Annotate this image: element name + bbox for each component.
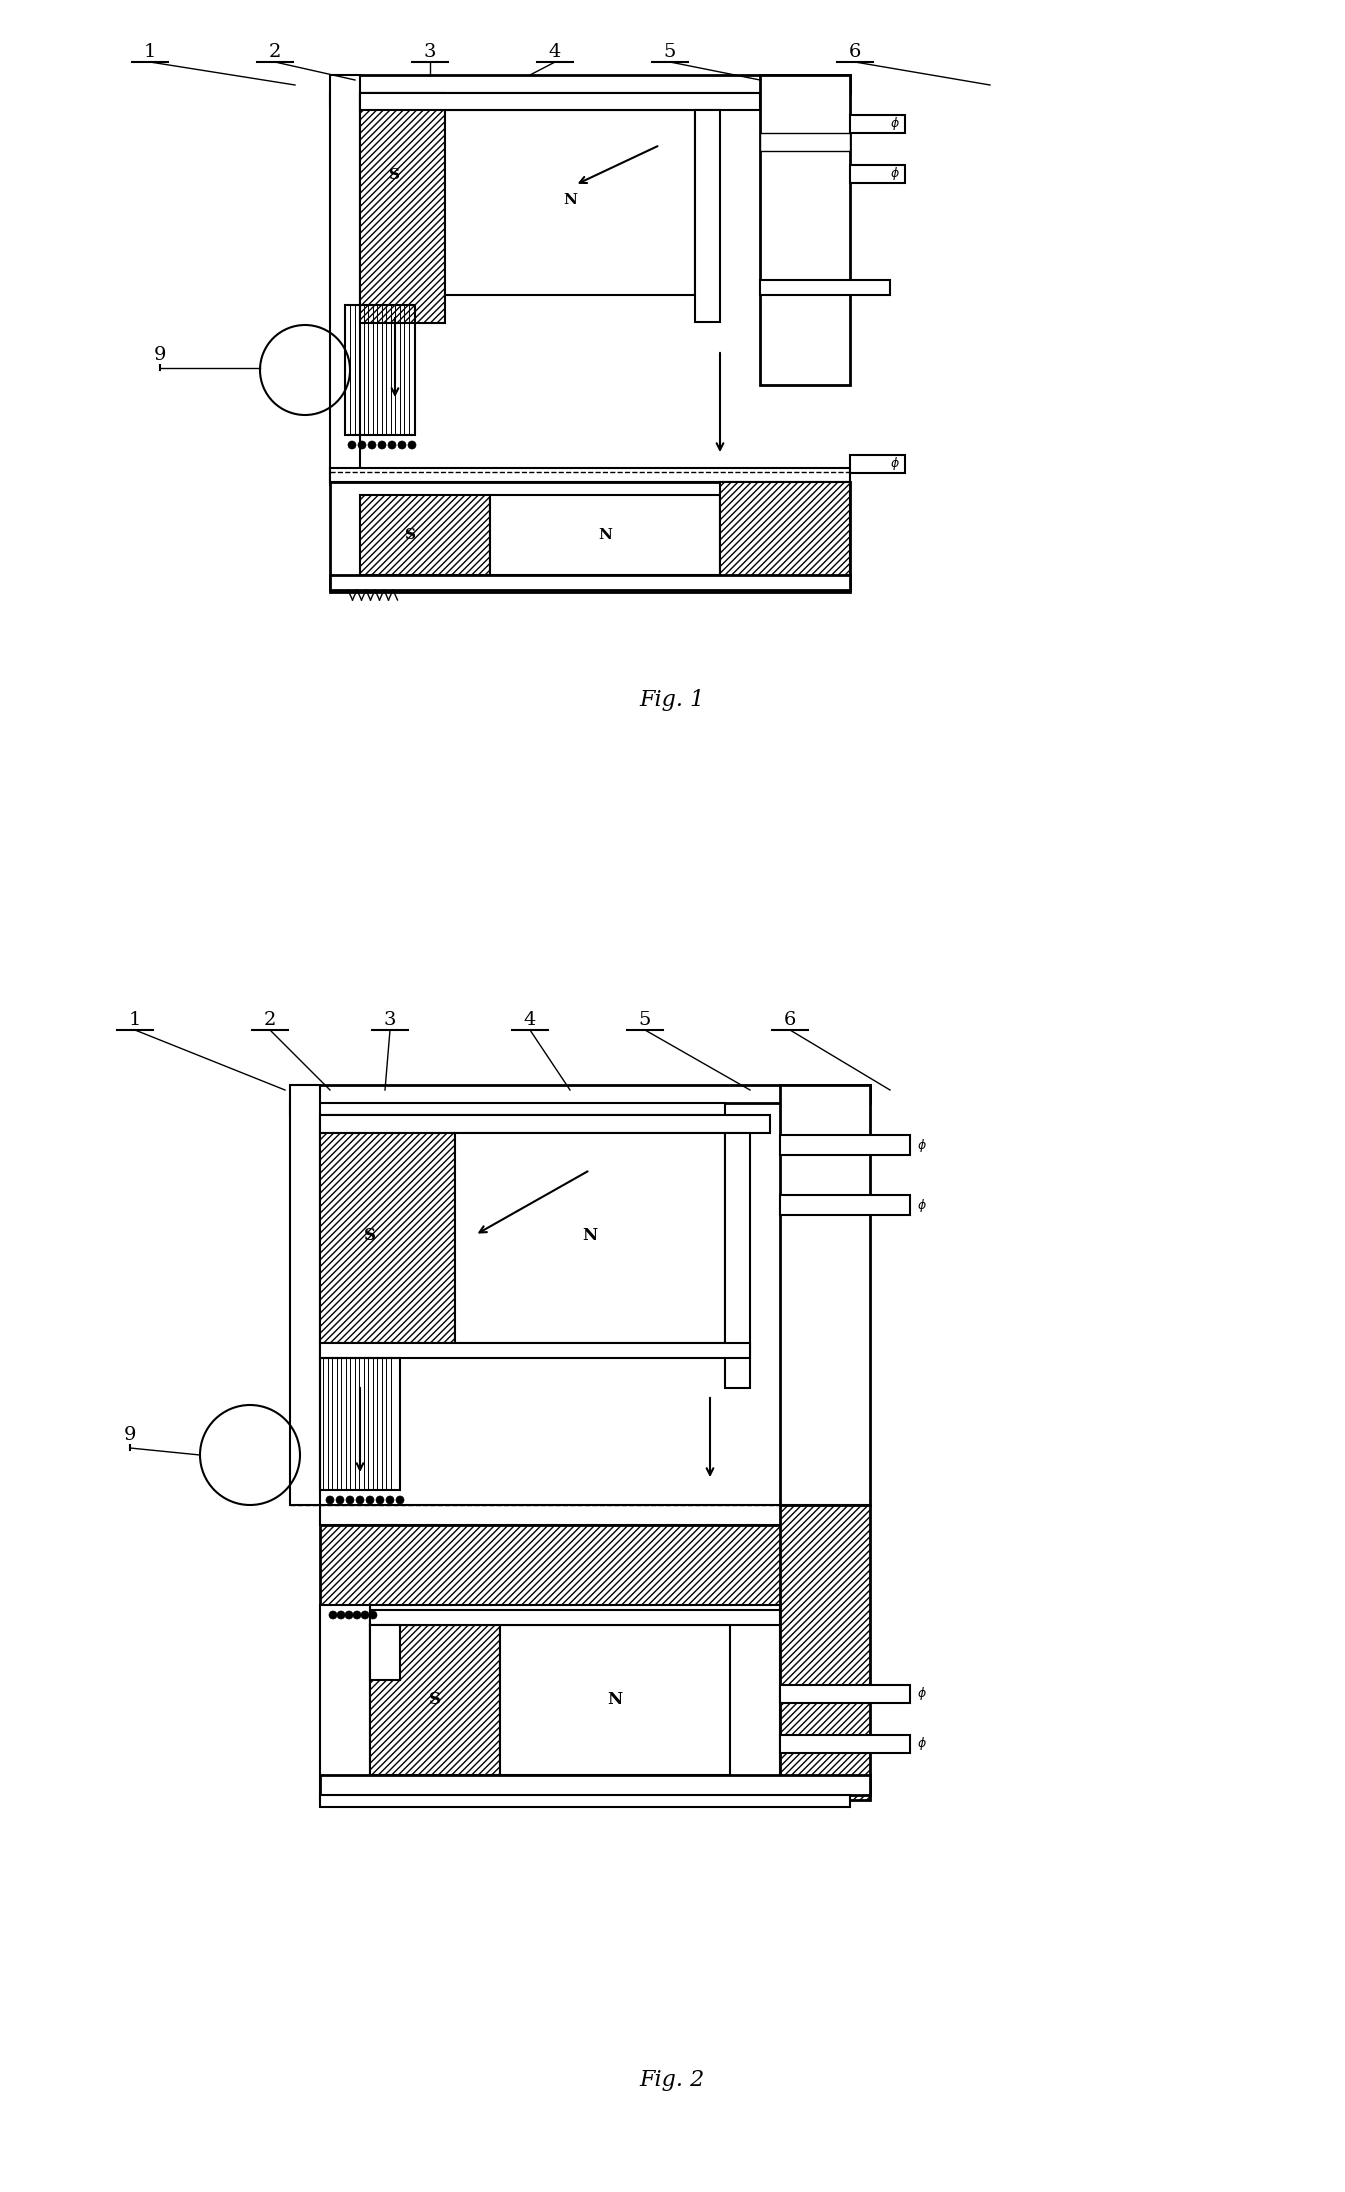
Text: S: S bbox=[405, 528, 416, 541]
Bar bbox=[500, 1624, 730, 1776]
Text: 9: 9 bbox=[124, 1427, 136, 1445]
Bar bbox=[320, 1116, 769, 1133]
Circle shape bbox=[395, 1495, 403, 1504]
Bar bbox=[370, 1624, 500, 1776]
Circle shape bbox=[386, 1495, 394, 1504]
Text: S: S bbox=[429, 1692, 441, 1708]
Text: 6: 6 bbox=[849, 44, 861, 61]
Bar bbox=[760, 281, 890, 296]
Circle shape bbox=[369, 441, 377, 449]
Text: 4: 4 bbox=[523, 1011, 537, 1028]
Bar bbox=[291, 1085, 870, 1103]
Circle shape bbox=[325, 1495, 334, 1504]
Bar bbox=[445, 110, 695, 296]
Text: S: S bbox=[390, 169, 401, 182]
Text: N: N bbox=[599, 528, 612, 541]
Bar bbox=[330, 75, 850, 92]
Circle shape bbox=[338, 1611, 346, 1620]
Text: 1: 1 bbox=[144, 44, 156, 61]
Circle shape bbox=[352, 1611, 360, 1620]
Bar bbox=[320, 1506, 870, 1526]
Text: $\phi$: $\phi$ bbox=[890, 116, 900, 132]
Text: 3: 3 bbox=[383, 1011, 397, 1028]
Bar bbox=[850, 114, 905, 134]
Circle shape bbox=[336, 1495, 344, 1504]
Text: $\phi$: $\phi$ bbox=[890, 167, 900, 182]
Circle shape bbox=[360, 1611, 369, 1620]
Circle shape bbox=[346, 1611, 352, 1620]
Text: 3: 3 bbox=[424, 44, 436, 61]
Bar bbox=[330, 482, 850, 592]
Circle shape bbox=[377, 1495, 385, 1504]
Bar bbox=[370, 1624, 399, 1679]
Text: 4: 4 bbox=[549, 44, 561, 61]
Text: 2: 2 bbox=[269, 44, 281, 61]
Circle shape bbox=[348, 441, 356, 449]
Text: N: N bbox=[582, 1228, 597, 1243]
Bar bbox=[850, 164, 905, 182]
Text: S: S bbox=[364, 1228, 377, 1243]
Text: 1: 1 bbox=[129, 1011, 141, 1028]
Text: $\phi$: $\phi$ bbox=[890, 456, 900, 473]
Text: 6: 6 bbox=[784, 1011, 796, 1028]
Bar bbox=[330, 75, 360, 484]
Bar bbox=[320, 1359, 399, 1491]
Bar bbox=[695, 110, 720, 322]
Bar bbox=[780, 1506, 870, 1800]
Circle shape bbox=[408, 441, 416, 449]
Bar bbox=[850, 456, 905, 473]
Bar bbox=[320, 1605, 370, 1800]
Text: 9: 9 bbox=[153, 346, 167, 364]
Bar bbox=[291, 1085, 320, 1506]
Bar bbox=[760, 134, 850, 151]
Bar bbox=[320, 1133, 455, 1344]
Bar bbox=[291, 1103, 725, 1116]
Text: N: N bbox=[564, 193, 577, 206]
Circle shape bbox=[358, 441, 366, 449]
Text: 5: 5 bbox=[639, 1011, 651, 1028]
Circle shape bbox=[378, 441, 386, 449]
Bar bbox=[455, 1133, 725, 1344]
Text: Fig. 2: Fig. 2 bbox=[639, 2069, 705, 2091]
Bar bbox=[370, 1605, 780, 1800]
Bar bbox=[780, 1195, 911, 1214]
Bar bbox=[330, 574, 850, 590]
Text: Fig. 1: Fig. 1 bbox=[639, 688, 705, 710]
Bar bbox=[725, 1133, 751, 1388]
Text: 5: 5 bbox=[664, 44, 677, 61]
Bar bbox=[360, 495, 490, 574]
Bar bbox=[360, 92, 760, 110]
Text: $\phi$: $\phi$ bbox=[917, 1135, 927, 1153]
Bar bbox=[490, 495, 720, 574]
Text: 2: 2 bbox=[264, 1011, 276, 1028]
Text: $\phi$: $\phi$ bbox=[917, 1736, 927, 1751]
Circle shape bbox=[387, 441, 395, 449]
Bar bbox=[760, 75, 850, 386]
Circle shape bbox=[369, 1611, 377, 1620]
Bar bbox=[780, 1736, 911, 1754]
Circle shape bbox=[330, 1611, 338, 1620]
Text: $\phi$: $\phi$ bbox=[917, 1686, 927, 1703]
Text: N: N bbox=[608, 1692, 623, 1708]
Circle shape bbox=[366, 1495, 374, 1504]
Bar bbox=[720, 482, 850, 592]
Bar bbox=[320, 1795, 850, 1806]
Text: $\phi$: $\phi$ bbox=[917, 1197, 927, 1214]
Bar bbox=[346, 305, 416, 434]
Bar bbox=[780, 1686, 911, 1703]
Bar bbox=[320, 1526, 850, 1605]
Circle shape bbox=[356, 1495, 364, 1504]
Bar bbox=[330, 92, 850, 105]
Bar bbox=[320, 1776, 870, 1795]
Circle shape bbox=[398, 441, 406, 449]
Bar bbox=[330, 469, 850, 482]
Bar bbox=[320, 1344, 751, 1359]
Bar bbox=[370, 1609, 780, 1624]
Bar bbox=[780, 1085, 870, 1506]
Circle shape bbox=[346, 1495, 354, 1504]
Bar bbox=[360, 92, 445, 322]
Bar bbox=[780, 1135, 911, 1155]
